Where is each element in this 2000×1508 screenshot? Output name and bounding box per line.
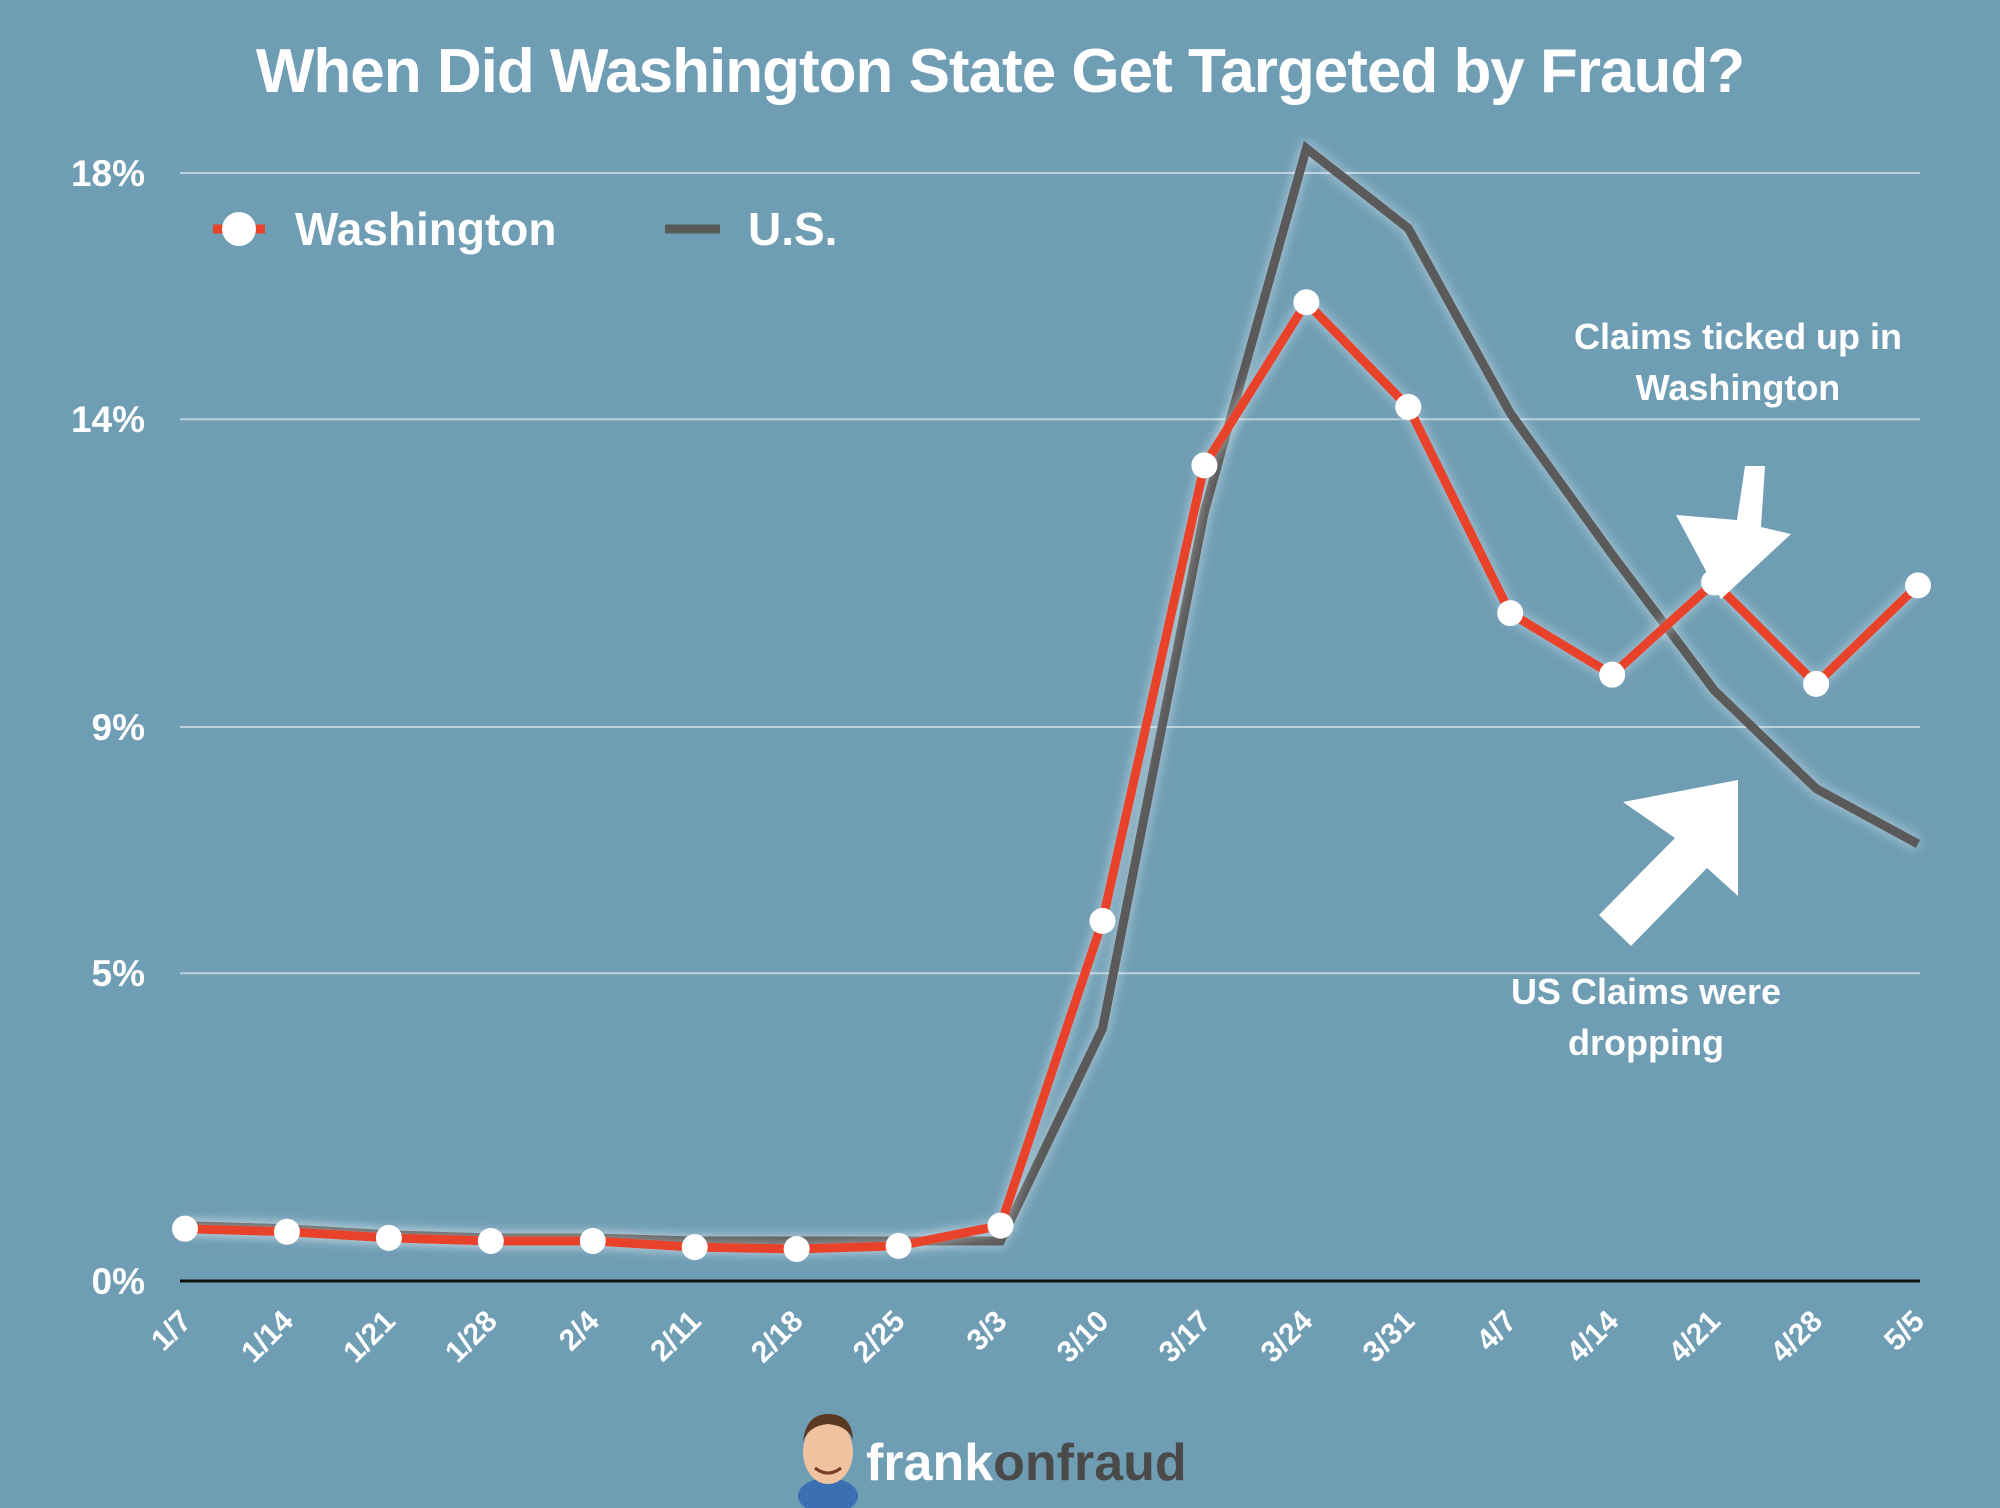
y-tick-label: 5%	[92, 953, 145, 994]
x-tick-label: 3/31	[1357, 1305, 1422, 1370]
data-point-washington	[783, 1235, 810, 1262]
x-tick-label: 3/24	[1255, 1304, 1320, 1369]
legend-item-us: U.S.	[665, 203, 837, 255]
x-tick-label: 3/3	[961, 1305, 1014, 1358]
legend-washington-label: Washington	[295, 203, 556, 255]
annotation-us-line2: dropping	[1568, 1022, 1724, 1063]
series-line-washington	[184, 295, 1922, 1254]
data-point-washington	[1497, 600, 1524, 627]
x-axis-labels: 1/7 1/14 1/21 1/28 2/4 2/11 2/18 2/25 3/3 3/10 3/1…	[145, 1304, 1931, 1369]
gridlines	[180, 172, 1920, 975]
y-tick-label: 0%	[92, 1261, 145, 1302]
y-tick-label: 14%	[71, 399, 145, 440]
y-tick-label: 18%	[71, 153, 145, 194]
x-tick-label: 3/17	[1153, 1305, 1218, 1370]
data-point-washington	[1395, 393, 1422, 420]
y-axis-labels: 0% 5% 9% 14% 18%	[71, 153, 145, 1302]
data-point-washington	[885, 1232, 912, 1259]
x-tick-label: 1/7	[145, 1305, 198, 1358]
data-point-washington	[375, 1224, 402, 1251]
x-tick-label: 4/7	[1470, 1305, 1523, 1358]
legend-us-label: U.S.	[748, 203, 837, 255]
avatar-icon	[798, 1414, 858, 1508]
x-tick-label: 4/21	[1662, 1305, 1727, 1370]
annotation-us: US Claims were dropping	[1511, 780, 1781, 1063]
x-tick-label: 2/18	[745, 1305, 810, 1370]
annotation-us-line1: US Claims were	[1511, 971, 1781, 1012]
x-tick-label: 2/4	[553, 1304, 606, 1357]
data-point-washington	[172, 1215, 198, 1242]
legend-washington-marker	[222, 212, 256, 246]
x-tick-label: 4/14	[1561, 1304, 1626, 1369]
data-point-washington	[1599, 661, 1626, 688]
legend-item-washington: Washington	[213, 203, 556, 255]
data-point-washington	[681, 1234, 708, 1261]
x-tick-label: 1/14	[235, 1304, 300, 1369]
brand-wordmark-part2: onfraud	[993, 1434, 1187, 1492]
x-tick-label: 3/10	[1051, 1305, 1116, 1370]
data-point-washington	[1089, 907, 1116, 934]
brand-wordmark: frankonfraud	[866, 1434, 1187, 1492]
series-layer	[172, 140, 1931, 1262]
chart-title: When Did Washington State Get Targeted b…	[256, 37, 1744, 106]
down-arrow-icon	[1676, 466, 1791, 599]
data-point-washington	[579, 1227, 606, 1254]
brand-logo: frankonfraud	[798, 1414, 1187, 1508]
data-point-washington	[1905, 572, 1931, 599]
annotation-washington: Claims ticked up in Washington	[1574, 316, 1902, 599]
x-tick-label: 1/28	[439, 1305, 504, 1370]
data-point-washington	[1803, 670, 1830, 697]
y-tick-label: 9%	[92, 707, 145, 748]
x-tick-label: 2/11	[644, 1305, 707, 1368]
x-tick-label: 5/5	[1878, 1305, 1931, 1358]
x-tick-label: 2/25	[847, 1305, 912, 1370]
up-arrow-icon	[1599, 780, 1738, 946]
x-tick-label: 1/21	[337, 1305, 402, 1370]
data-point-washington	[1191, 452, 1218, 479]
data-point-washington	[987, 1212, 1014, 1239]
data-point-washington	[1293, 289, 1320, 316]
annotation-washington-line2: Washington	[1636, 367, 1841, 408]
x-tick-label: 4/28	[1764, 1305, 1829, 1370]
legend: Washington U.S.	[213, 203, 837, 255]
data-point-washington	[273, 1218, 300, 1245]
brand-wordmark-part1: frank	[866, 1434, 993, 1492]
data-point-washington	[477, 1227, 504, 1254]
annotation-washington-line1: Claims ticked up in	[1574, 316, 1902, 357]
